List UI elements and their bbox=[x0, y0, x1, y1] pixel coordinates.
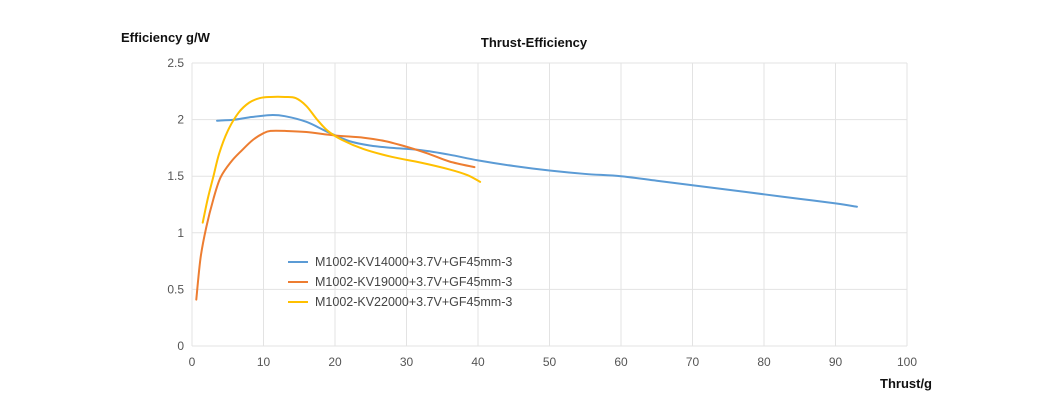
series-line-1 bbox=[216, 114, 858, 208]
x-tick-label: 0 bbox=[189, 355, 196, 369]
y-axis-label: Efficiency g/W bbox=[121, 30, 211, 45]
y-tick-label: 2.5 bbox=[167, 56, 184, 70]
legend: M1002-KV14000+3.7V+GF45mm-3 M1002-KV19000… bbox=[288, 255, 512, 309]
series-line-3 bbox=[201, 95, 482, 224]
x-tick-label: 60 bbox=[614, 355, 628, 369]
x-axis-label: Thrust/g bbox=[880, 376, 932, 391]
x-tick-label: 30 bbox=[400, 355, 414, 369]
x-tick-label: 20 bbox=[328, 355, 342, 369]
series-lines bbox=[195, 95, 858, 301]
x-tick-label: 50 bbox=[543, 355, 557, 369]
y-tick-label: 1.5 bbox=[167, 169, 184, 183]
legend-label: M1002-KV14000+3.7V+GF45mm-3 bbox=[315, 255, 512, 269]
y-tick-label: 0 bbox=[177, 339, 184, 353]
x-tick-label: 100 bbox=[897, 355, 917, 369]
axis-ticks: 0 10 20 30 40 50 60 70 80 90 100 0 0.5 1 1.5 2 2.5 bbox=[167, 56, 917, 369]
chart-title: Thrust-Efficiency bbox=[481, 35, 588, 50]
y-tick-label: 1 bbox=[177, 226, 184, 240]
x-tick-label: 80 bbox=[757, 355, 771, 369]
y-tick-label: 2 bbox=[177, 113, 184, 127]
y-tick-label: 0.5 bbox=[167, 282, 184, 296]
x-tick-label: 70 bbox=[686, 355, 700, 369]
legend-label: M1002-KV22000+3.7V+GF45mm-3 bbox=[315, 295, 512, 309]
grid bbox=[191, 62, 908, 347]
x-tick-label: 90 bbox=[829, 355, 843, 369]
legend-label: M1002-KV19000+3.7V+GF45mm-3 bbox=[315, 275, 512, 289]
series-line-2 bbox=[195, 129, 476, 301]
x-tick-label: 10 bbox=[257, 355, 271, 369]
x-tick-label: 40 bbox=[471, 355, 485, 369]
